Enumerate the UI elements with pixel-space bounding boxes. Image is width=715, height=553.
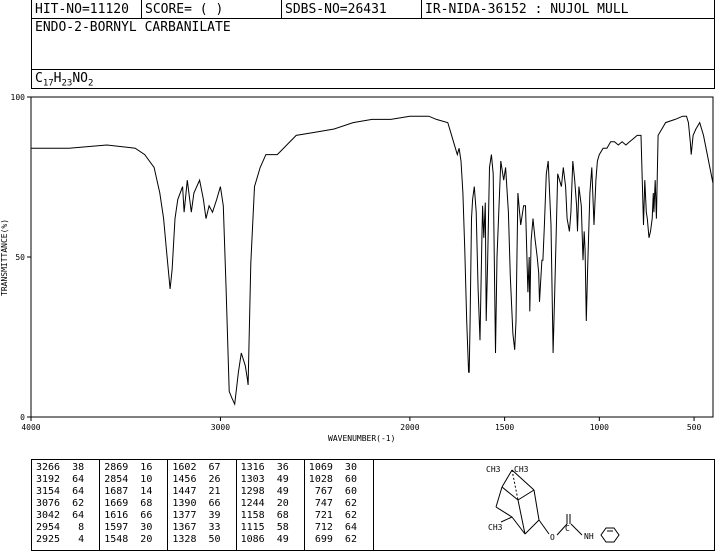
peak-entry: 1158 68 xyxy=(241,510,289,522)
peak-entry: 1028 60 xyxy=(309,474,357,486)
peak-entry: 1597 30 xyxy=(104,522,152,534)
peak-entry: 1316 36 xyxy=(241,462,289,474)
amine-label: NH xyxy=(584,532,594,541)
peak-column: 1316 36 1303 49 1298 49 1244 20 1158 68 1115 … xyxy=(237,460,305,550)
peak-entry: 1602 67 xyxy=(172,462,220,474)
peak-entry: 1244 20 xyxy=(241,498,289,510)
peak-entry: 1377 39 xyxy=(172,510,220,522)
y-tick-label: 0 xyxy=(20,413,25,422)
peak-entry: 1069 30 xyxy=(309,462,357,474)
peak-entry: 1548 20 xyxy=(104,534,152,546)
peak-entry: 1115 58 xyxy=(241,522,289,534)
x-tick-label: 3000 xyxy=(211,423,230,432)
peak-entry: 1328 50 xyxy=(172,534,220,546)
peak-column: 1069 30 1028 60 767 60 747 62 721 62 712 … xyxy=(305,460,373,550)
peak-column: 3266 38 3192 64 3154 64 3076 62 3042 64 2954 … xyxy=(32,460,100,550)
x-tick-label: 4000 xyxy=(21,423,40,432)
ir-spectrum-chart: TRANSMITTANCE(%) WAVENUMBER(-1) 4000 3000… xyxy=(0,0,715,460)
methyl-label-1: CH3 xyxy=(486,465,501,474)
peak-entry: 1390 66 xyxy=(172,498,220,510)
peak-table: 3266 38 3192 64 3154 64 3076 62 3042 64 2954 … xyxy=(31,459,374,551)
peak-entry: 747 62 xyxy=(309,498,357,510)
y-tick-label: 100 xyxy=(11,93,26,102)
peak-entry: 3192 64 xyxy=(36,474,84,486)
peak-entry: 3266 38 xyxy=(36,462,84,474)
x-tick-label: 1500 xyxy=(495,423,514,432)
x-axis-label: WAVENUMBER(-1) xyxy=(328,434,395,443)
peak-entry: 2854 10 xyxy=(104,474,152,486)
spectrum-line xyxy=(31,116,713,404)
peak-column: 1602 67 1456 26 1447 21 1390 66 1377 39 1367 … xyxy=(168,460,236,550)
peak-entry: 1456 26 xyxy=(172,474,220,486)
peak-entry: 3154 64 xyxy=(36,486,84,498)
x-tick-label: 500 xyxy=(687,423,702,432)
x-tick-label: 1000 xyxy=(590,423,609,432)
peak-entry: 1616 66 xyxy=(104,510,152,522)
peak-entry: 3042 64 xyxy=(36,510,84,522)
y-axis-label: TRANSMITTANCE(%) xyxy=(0,219,9,296)
peak-entry: 2925 4 xyxy=(36,534,84,546)
peak-entry: 1367 33 xyxy=(172,522,220,534)
peak-entry: 721 62 xyxy=(309,510,357,522)
peak-column: 2869 16 2854 10 1687 14 1669 68 1616 66 1597 … xyxy=(100,460,168,550)
peak-entry: 1669 68 xyxy=(104,498,152,510)
peak-entry: 1086 49 xyxy=(241,534,289,546)
peak-entry: 1298 49 xyxy=(241,486,289,498)
peak-entry: 3076 62 xyxy=(36,498,84,510)
plot-frame xyxy=(31,97,713,417)
peak-entry: 712 64 xyxy=(309,522,357,534)
bornyl-carbanilate-structure: CH3 CH3 CH3 O C NH xyxy=(374,460,714,550)
peak-entry: 699 62 xyxy=(309,534,357,546)
peak-entry: 1303 49 xyxy=(241,474,289,486)
peak-entry: 2869 16 xyxy=(104,462,152,474)
peak-entry: 2954 8 xyxy=(36,522,84,534)
structure-box: CH3 CH3 CH3 O C NH xyxy=(373,459,715,551)
peak-entry: 767 60 xyxy=(309,486,357,498)
oxygen-label: O xyxy=(550,533,555,542)
x-tick-label: 2000 xyxy=(400,423,419,432)
peak-entry: 1687 14 xyxy=(104,486,152,498)
peak-entry: 1447 21 xyxy=(172,486,220,498)
methyl-label-2: CH3 xyxy=(514,465,529,474)
carbonyl-carbon-label: C xyxy=(565,524,570,533)
y-tick-label: 50 xyxy=(15,253,25,262)
methyl-label-3: CH3 xyxy=(488,523,503,532)
